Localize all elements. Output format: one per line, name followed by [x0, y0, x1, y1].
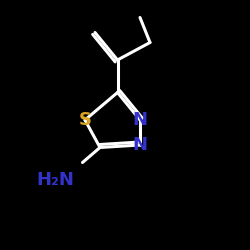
Text: S: S: [78, 111, 92, 129]
Text: N: N: [132, 136, 148, 154]
Text: N: N: [132, 111, 148, 129]
Text: H₂N: H₂N: [36, 171, 74, 189]
